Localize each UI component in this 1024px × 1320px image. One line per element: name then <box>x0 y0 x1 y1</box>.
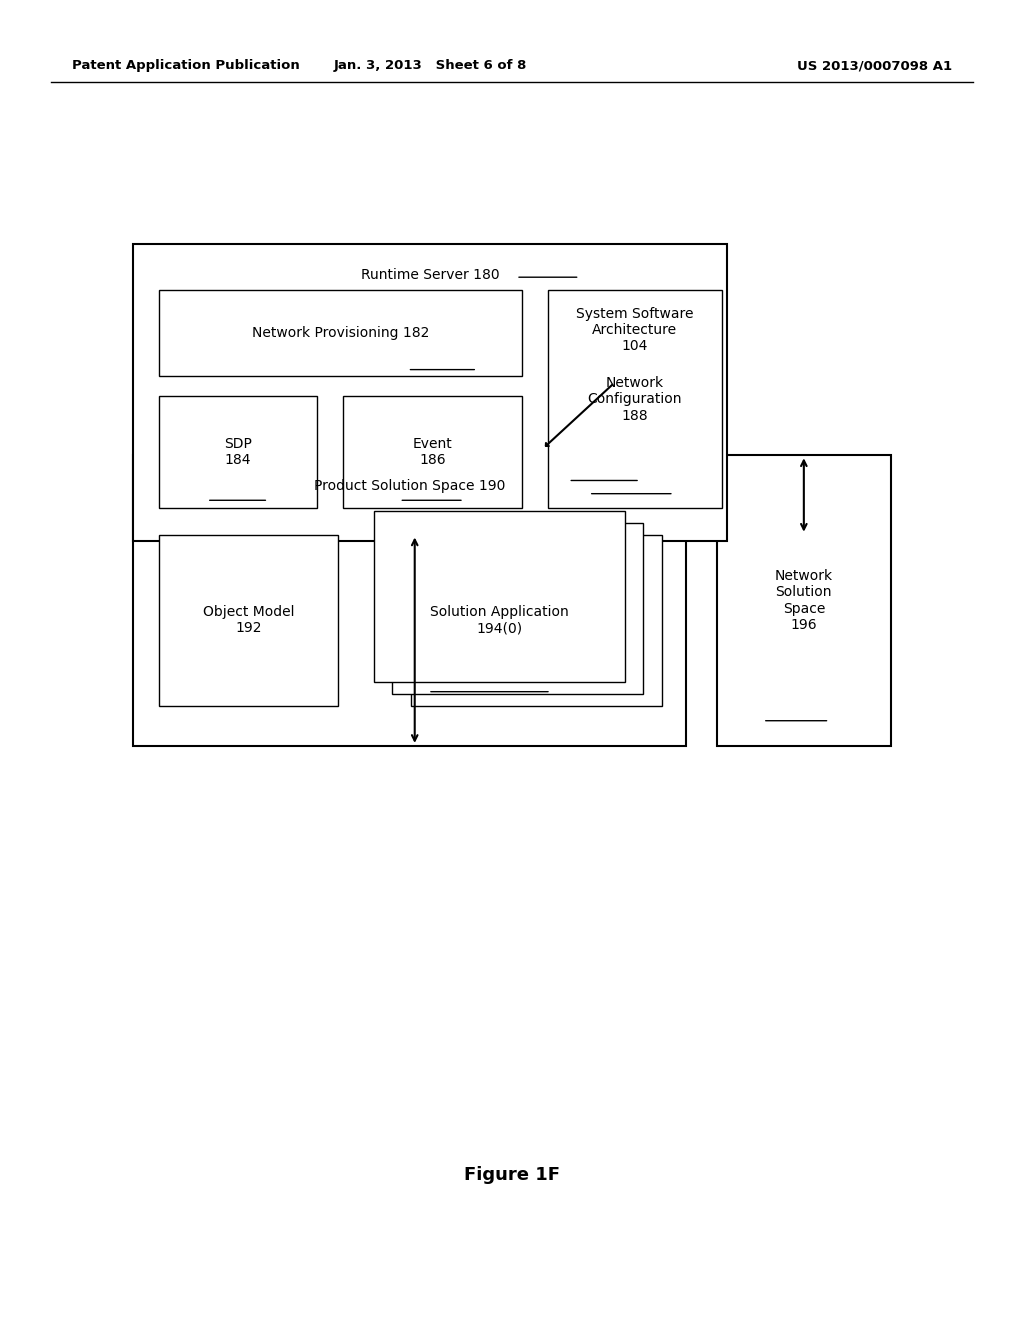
FancyBboxPatch shape <box>392 523 643 694</box>
FancyBboxPatch shape <box>133 455 686 746</box>
Text: Figure 1F: Figure 1F <box>464 1166 560 1184</box>
Text: Patent Application Publication: Patent Application Publication <box>72 59 299 73</box>
FancyBboxPatch shape <box>548 290 722 508</box>
FancyBboxPatch shape <box>133 244 727 541</box>
FancyBboxPatch shape <box>159 290 522 376</box>
FancyBboxPatch shape <box>159 396 317 508</box>
Text: US 2013/0007098 A1: US 2013/0007098 A1 <box>798 59 952 73</box>
Text: Product Solution Space 190: Product Solution Space 190 <box>314 479 505 494</box>
Text: Solution Application
194(0): Solution Application 194(0) <box>430 606 568 635</box>
Text: Runtime Server 180: Runtime Server 180 <box>360 268 500 282</box>
Text: Event
186: Event 186 <box>413 437 453 467</box>
Text: Network
Configuration
188: Network Configuration 188 <box>588 376 682 422</box>
FancyBboxPatch shape <box>374 511 625 682</box>
Text: Network Provisioning 182: Network Provisioning 182 <box>252 326 429 341</box>
FancyBboxPatch shape <box>159 535 338 706</box>
FancyBboxPatch shape <box>411 535 662 706</box>
Text: Jan. 3, 2013   Sheet 6 of 8: Jan. 3, 2013 Sheet 6 of 8 <box>334 59 526 73</box>
Text: SDP
184: SDP 184 <box>224 437 252 467</box>
Text: System Software
Architecture
104: System Software Architecture 104 <box>577 306 693 354</box>
FancyBboxPatch shape <box>343 396 522 508</box>
Text: Network
Solution
Space
196: Network Solution Space 196 <box>775 569 833 632</box>
FancyBboxPatch shape <box>717 455 891 746</box>
Text: Object Model
192: Object Model 192 <box>203 606 294 635</box>
